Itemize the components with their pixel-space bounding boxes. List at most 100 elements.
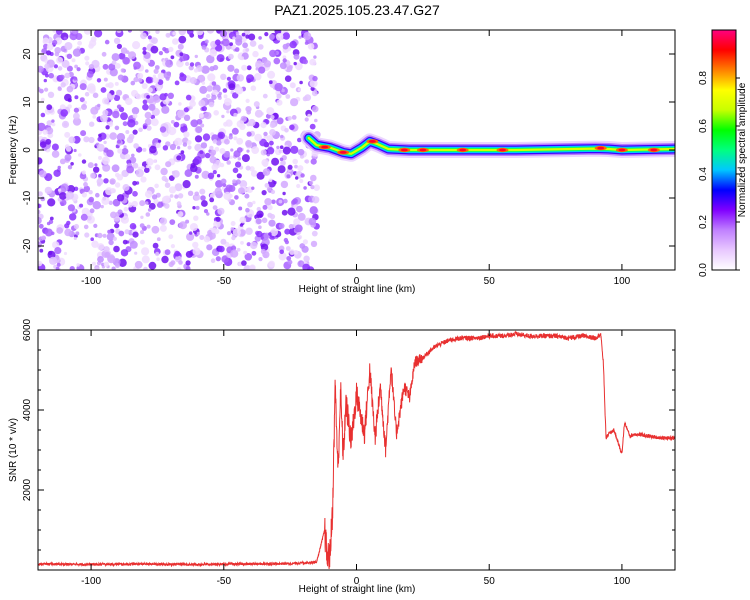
noise-speckle: [313, 184, 321, 191]
noise-speckle: [129, 240, 138, 249]
noise-speckle: [183, 107, 189, 113]
noise-speckle: [113, 37, 121, 44]
noise-speckle: [245, 106, 252, 113]
noise-speckle: [38, 216, 42, 225]
noise-speckle: [262, 168, 271, 176]
noise-speckle: [297, 235, 303, 240]
noise-speckle: [84, 232, 90, 238]
noise-speckle: [309, 58, 317, 66]
noise-speckle: [289, 249, 295, 256]
noise-speckle: [112, 236, 117, 241]
noise-speckle: [156, 257, 160, 262]
noise-speckle: [206, 93, 211, 99]
noise-speckle: [71, 58, 76, 63]
noise-speckle: [56, 30, 63, 35]
noise-speckle: [152, 242, 159, 249]
noise-speckle: [242, 42, 249, 49]
noise-speckle: [223, 94, 228, 99]
noise-speckle: [279, 145, 284, 149]
noise-speckle: [232, 36, 236, 40]
noise-speckle: [61, 59, 70, 68]
noise-speckle: [270, 228, 278, 237]
noise-speckle: [249, 264, 256, 270]
noise-speckle: [185, 219, 190, 224]
noise-speckle: [102, 97, 109, 105]
noise-speckle: [291, 115, 297, 120]
noise-speckle: [185, 76, 191, 82]
noise-speckle: [185, 94, 192, 101]
noise-speckle: [120, 112, 128, 121]
noise-speckle: [201, 65, 210, 74]
noise-speckle: [178, 30, 187, 36]
noise-speckle: [80, 130, 87, 137]
noise-speckle: [92, 92, 99, 99]
noise-speckle: [132, 129, 138, 135]
noise-speckle: [52, 39, 58, 46]
signal-band-layer: [300, 130, 675, 162]
noise-speckle: [214, 146, 220, 152]
noise-speckle: [236, 173, 242, 179]
noise-speckle: [169, 143, 176, 151]
noise-speckle: [267, 204, 273, 211]
noise-speckle: [145, 77, 153, 84]
noise-speckle: [87, 162, 94, 169]
noise-speckle: [282, 58, 287, 63]
noise-speckle: [249, 166, 255, 172]
noise-speckle: [81, 104, 87, 110]
x-tick-label: 100: [614, 576, 631, 587]
noise-speckle: [160, 167, 168, 176]
noise-speckle: [46, 120, 53, 126]
noise-speckle: [145, 164, 150, 169]
noise-speckle: [221, 38, 230, 47]
noise-speckle: [97, 256, 104, 263]
noise-speckle: [270, 115, 275, 120]
noise-speckle: [203, 236, 211, 243]
noise-speckle: [252, 200, 256, 205]
noise-speckle: [106, 232, 115, 241]
noise-speckle: [231, 127, 239, 135]
noise-speckle: [276, 99, 283, 106]
noise-speckle: [128, 51, 137, 60]
noise-speckle: [57, 165, 61, 170]
noise-speckle: [212, 89, 218, 96]
noise-speckle: [102, 233, 107, 238]
noise-speckle: [59, 74, 65, 80]
noise-speckle: [153, 95, 161, 103]
noise-speckle: [279, 157, 284, 162]
noise-speckle: [38, 65, 44, 73]
noise-speckle: [212, 205, 218, 211]
noise-speckle: [293, 61, 297, 66]
noise-speckle: [122, 184, 130, 191]
noise-speckle: [202, 133, 211, 141]
noise-speckle: [159, 93, 167, 101]
noise-speckle: [64, 228, 72, 237]
noise-speckle: [56, 56, 64, 64]
noise-speckle: [254, 133, 263, 142]
noise-speckle: [192, 247, 201, 256]
noise-speckle: [309, 206, 318, 215]
noise-speckle: [284, 75, 292, 82]
noise-speckle: [153, 68, 159, 74]
noise-speckle: [96, 143, 105, 152]
noise-speckle: [81, 170, 86, 175]
noise-speckle: [45, 138, 52, 145]
noise-speckle: [240, 115, 247, 123]
noise-speckle: [226, 160, 231, 165]
colorbar-tick-label: 0.6: [698, 119, 709, 133]
noise-speckle: [297, 165, 304, 172]
noise-speckle: [262, 161, 269, 168]
noise-speckle: [152, 77, 159, 84]
noise-speckle: [98, 155, 102, 160]
noise-speckle: [236, 74, 244, 82]
noise-speckle: [112, 198, 121, 207]
noise-speckle: [189, 231, 193, 235]
noise-speckle: [270, 189, 276, 195]
noise-speckle: [159, 217, 168, 225]
noise-speckle: [140, 239, 145, 245]
noise-speckle: [153, 198, 159, 205]
noise-speckle: [193, 68, 199, 73]
noise-speckle: [77, 40, 82, 46]
noise-speckle: [310, 86, 315, 91]
noise-speckle: [301, 245, 309, 253]
noise-speckle: [88, 190, 93, 195]
